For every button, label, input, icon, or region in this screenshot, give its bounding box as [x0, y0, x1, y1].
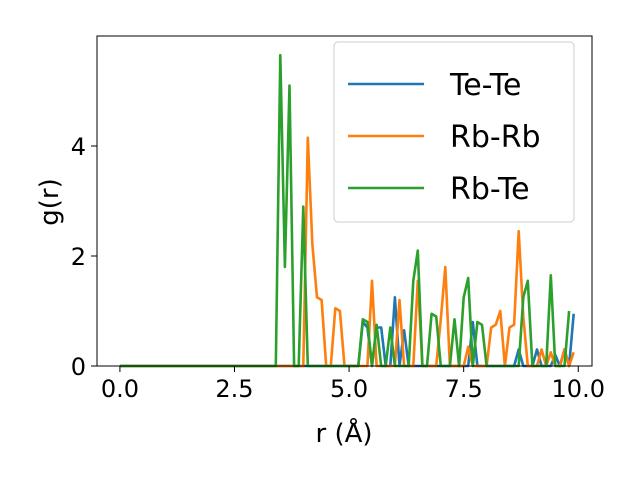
- x-axis-ticks: 0.0 2.5 5.0 7.5 10.0: [101, 366, 605, 403]
- legend-label: Rb-Te: [450, 172, 530, 207]
- legend-box: [333, 41, 575, 223]
- x-tick-label: 5.0: [330, 375, 368, 403]
- x-tick-label: 2.5: [215, 375, 253, 403]
- plot-area: [96, 35, 593, 368]
- axes-frame: [96, 35, 593, 367]
- x-tick-label: 0.0: [101, 375, 139, 403]
- legend: Te-Te Rb-Rb Rb-Te: [333, 41, 575, 223]
- y-axis-label: g(r): [35, 178, 65, 225]
- legend-label: Rb-Rb: [450, 120, 541, 155]
- y-tick-label: 4: [71, 133, 86, 161]
- y-tick-label: 2: [71, 243, 86, 271]
- x-tick-label: 7.5: [445, 375, 483, 403]
- y-axis-ticks: 0 2 4: [71, 133, 97, 381]
- legend-label: Te-Te: [449, 68, 521, 103]
- x-axis-label: r (Å): [315, 417, 372, 449]
- y-tick-label: 0: [71, 353, 86, 381]
- x-tick-label: 10.0: [552, 375, 605, 403]
